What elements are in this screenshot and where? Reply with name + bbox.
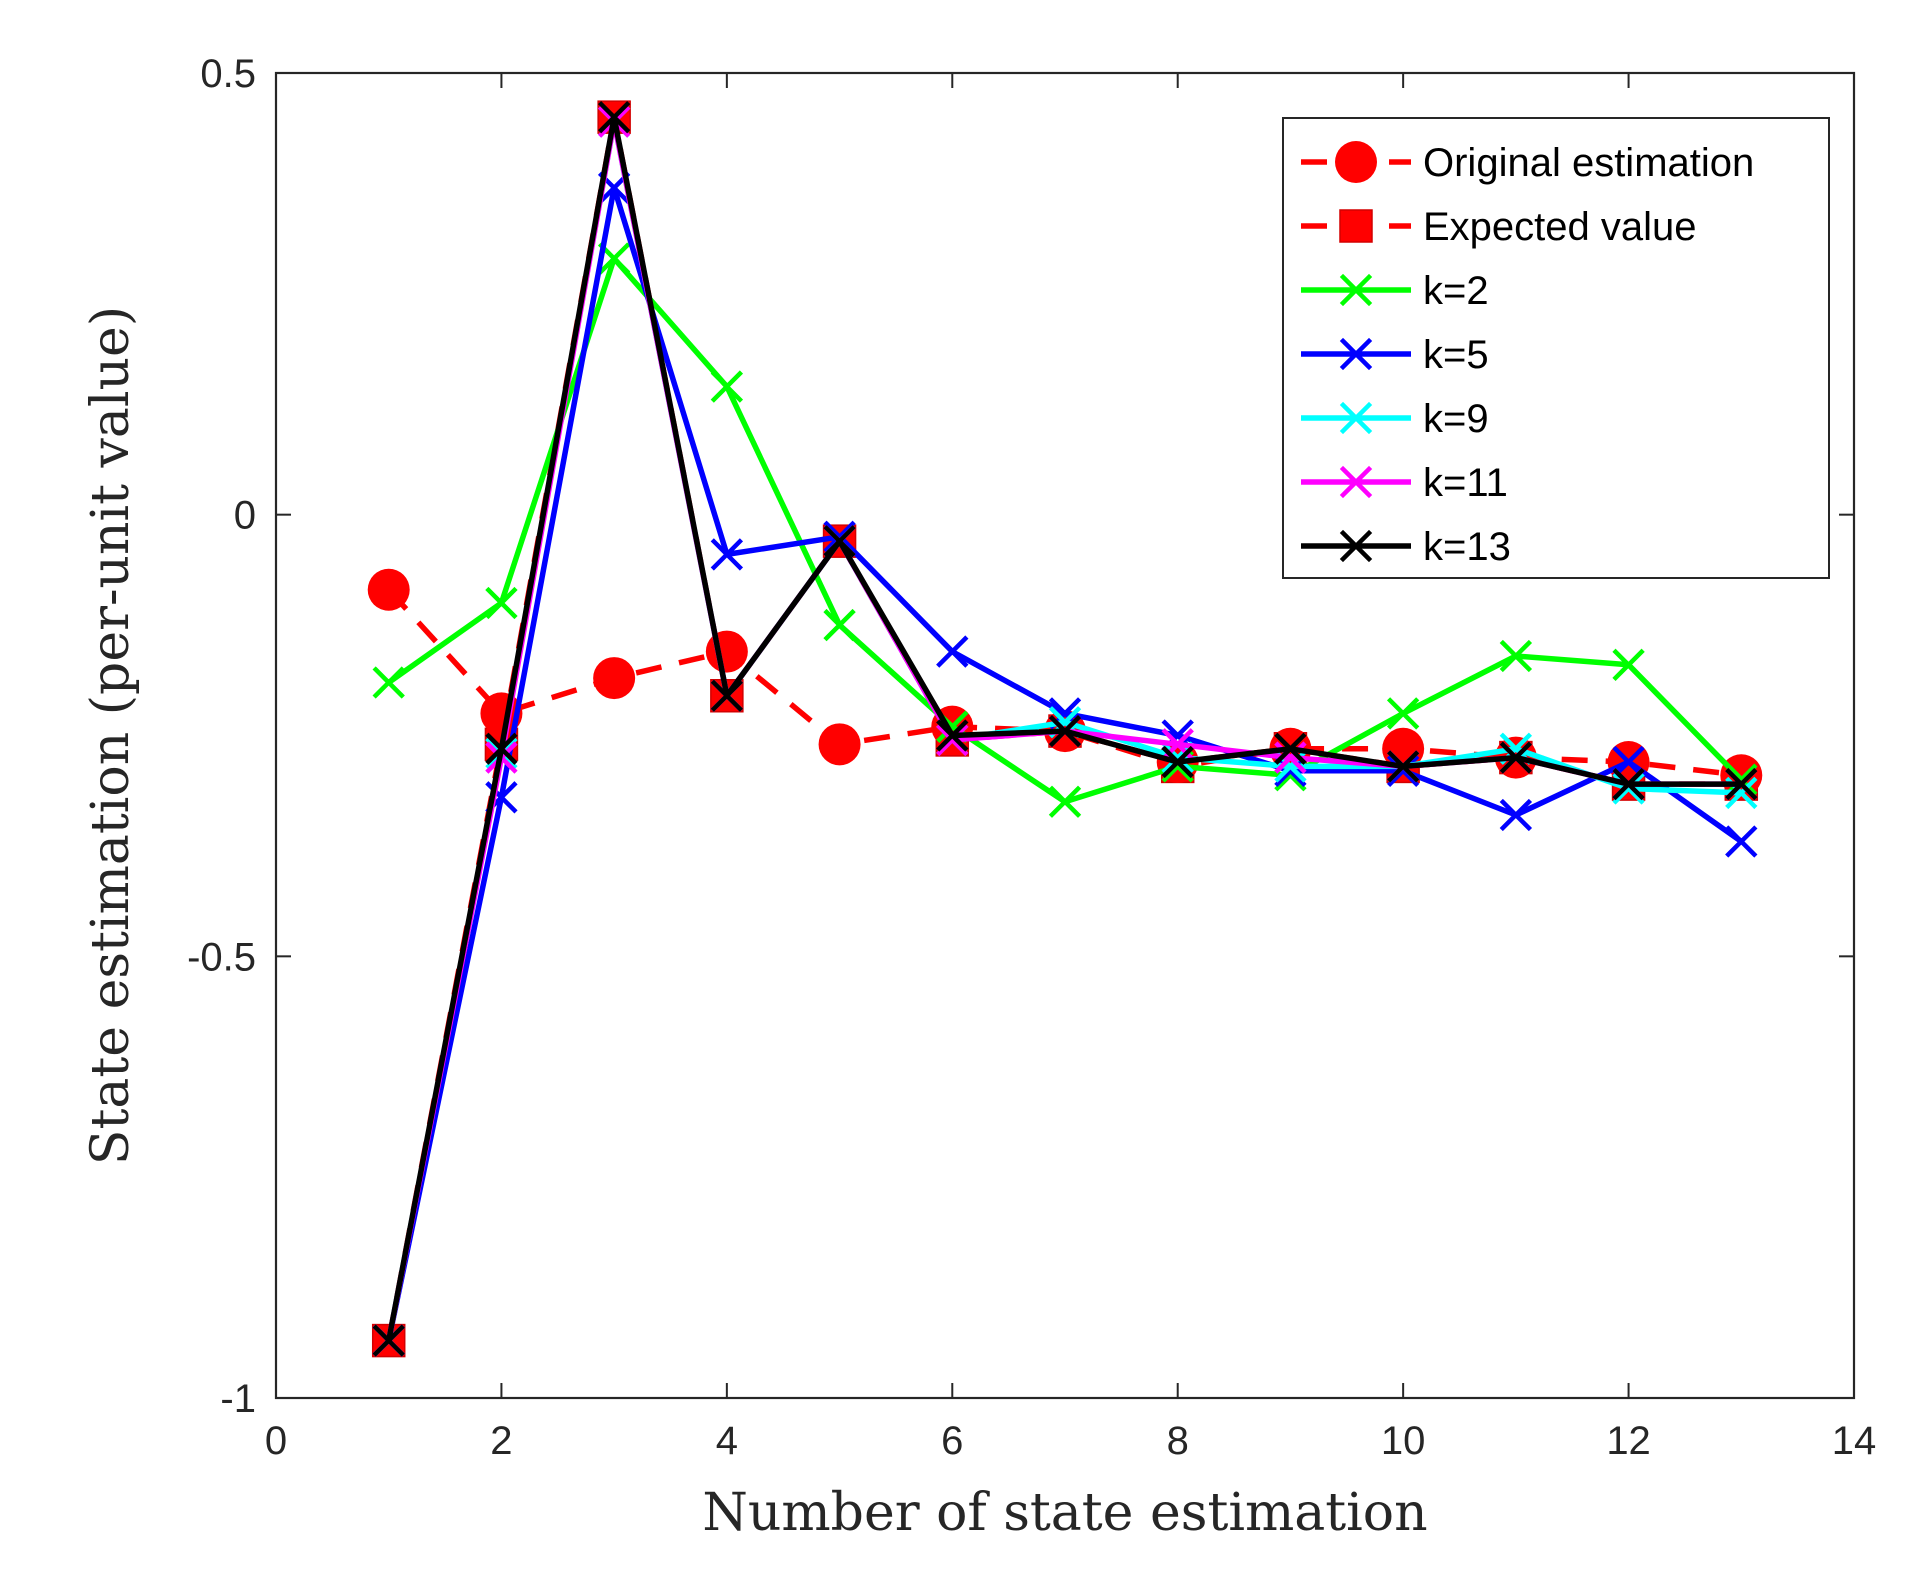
y-tick-label: -0.5 xyxy=(187,935,256,979)
legend-label: k=13 xyxy=(1423,525,1511,569)
data-point xyxy=(1161,741,1194,774)
data-point xyxy=(823,524,856,558)
x-tick-label: 4 xyxy=(716,1419,738,1463)
legend-entry: k=13 xyxy=(1301,525,1511,569)
y-tick-label: -1 xyxy=(220,1377,256,1421)
data-point xyxy=(710,370,744,403)
data-point xyxy=(1499,639,1533,673)
data-point xyxy=(1612,767,1645,801)
data-point xyxy=(597,100,631,134)
ticks-layer: 0 2 4 6 8 10 12 14 -1 -0.5 0 0.5 xyxy=(187,52,1876,1463)
data-point xyxy=(936,719,969,752)
legend-label: Expected value xyxy=(1423,205,1697,249)
data-point xyxy=(367,568,410,611)
data-point xyxy=(705,630,748,673)
y-tick-label: 0 xyxy=(234,494,256,538)
legend-entry: k=5 xyxy=(1301,333,1489,377)
data-point xyxy=(372,666,405,699)
legend-entry: Original estimation xyxy=(1301,141,1754,185)
series-layer xyxy=(367,100,1763,1358)
x-tick-label: 2 xyxy=(490,1419,512,1463)
data-point xyxy=(823,608,856,642)
legend-marker xyxy=(1339,209,1373,243)
data-point xyxy=(818,723,861,766)
data-point xyxy=(1612,745,1645,779)
x-tick-label: 12 xyxy=(1606,1419,1651,1463)
data-point xyxy=(1048,785,1082,818)
data-point xyxy=(1161,745,1194,779)
x-axis-title: Number of state estimation xyxy=(702,1483,1427,1543)
legend-entry: k=9 xyxy=(1301,397,1489,441)
legend-label: k=11 xyxy=(1423,461,1508,505)
x-tick-label: 14 xyxy=(1832,1419,1877,1463)
legend-label: k=2 xyxy=(1423,269,1489,313)
legend-marker xyxy=(1339,401,1373,435)
data-point xyxy=(1725,763,1758,796)
x-tick-label: 10 xyxy=(1381,1419,1426,1463)
legend-box xyxy=(1282,117,1830,579)
data-point xyxy=(1499,741,1533,774)
data-point xyxy=(1386,750,1420,783)
legend-marker xyxy=(1339,465,1373,499)
legend-entry: k=11 xyxy=(1301,461,1508,505)
data-point xyxy=(485,732,518,765)
y-axis-title: State estimation (per-unit value) xyxy=(81,306,141,1165)
x-tick-label: 8 xyxy=(1167,1419,1189,1463)
data-point xyxy=(823,520,856,553)
x-tick-label: 6 xyxy=(941,1419,963,1463)
data-point xyxy=(593,657,636,700)
data-point xyxy=(1612,648,1645,682)
data-point xyxy=(1499,798,1533,832)
data-point xyxy=(710,538,744,571)
legend-marker xyxy=(1339,273,1373,307)
y-tick-label: 0.5 xyxy=(200,52,256,96)
legend: Original estimation Expected value k=2 k=5 k… xyxy=(1282,117,1830,579)
legend-label: k=5 xyxy=(1423,333,1489,377)
series-k-5 xyxy=(372,171,1758,1357)
legend-marker xyxy=(1339,337,1373,371)
data-point xyxy=(936,635,969,668)
legend-label: Original estimation xyxy=(1423,141,1754,185)
data-point xyxy=(597,242,631,275)
data-point xyxy=(936,723,969,757)
data-point xyxy=(1725,767,1758,801)
data-point xyxy=(1274,754,1307,788)
data-point xyxy=(372,1324,405,1357)
series-k-13 xyxy=(372,100,1758,1357)
legend-marker xyxy=(1335,141,1377,183)
axes-box xyxy=(274,71,1856,1400)
legend-entry: Expected value xyxy=(1301,205,1697,249)
data-point xyxy=(1725,825,1758,858)
legend-entry: k=2 xyxy=(1301,269,1489,313)
x-tick-label: 0 xyxy=(265,1419,287,1463)
data-point xyxy=(485,586,518,620)
legend-marker xyxy=(1339,529,1373,563)
legend-label: k=9 xyxy=(1423,397,1489,441)
data-point xyxy=(1386,754,1420,788)
data-point xyxy=(710,679,744,712)
series-k-2 xyxy=(372,242,1758,818)
data-point xyxy=(1048,714,1082,748)
data-point xyxy=(1274,732,1307,765)
data-point xyxy=(1386,697,1420,730)
